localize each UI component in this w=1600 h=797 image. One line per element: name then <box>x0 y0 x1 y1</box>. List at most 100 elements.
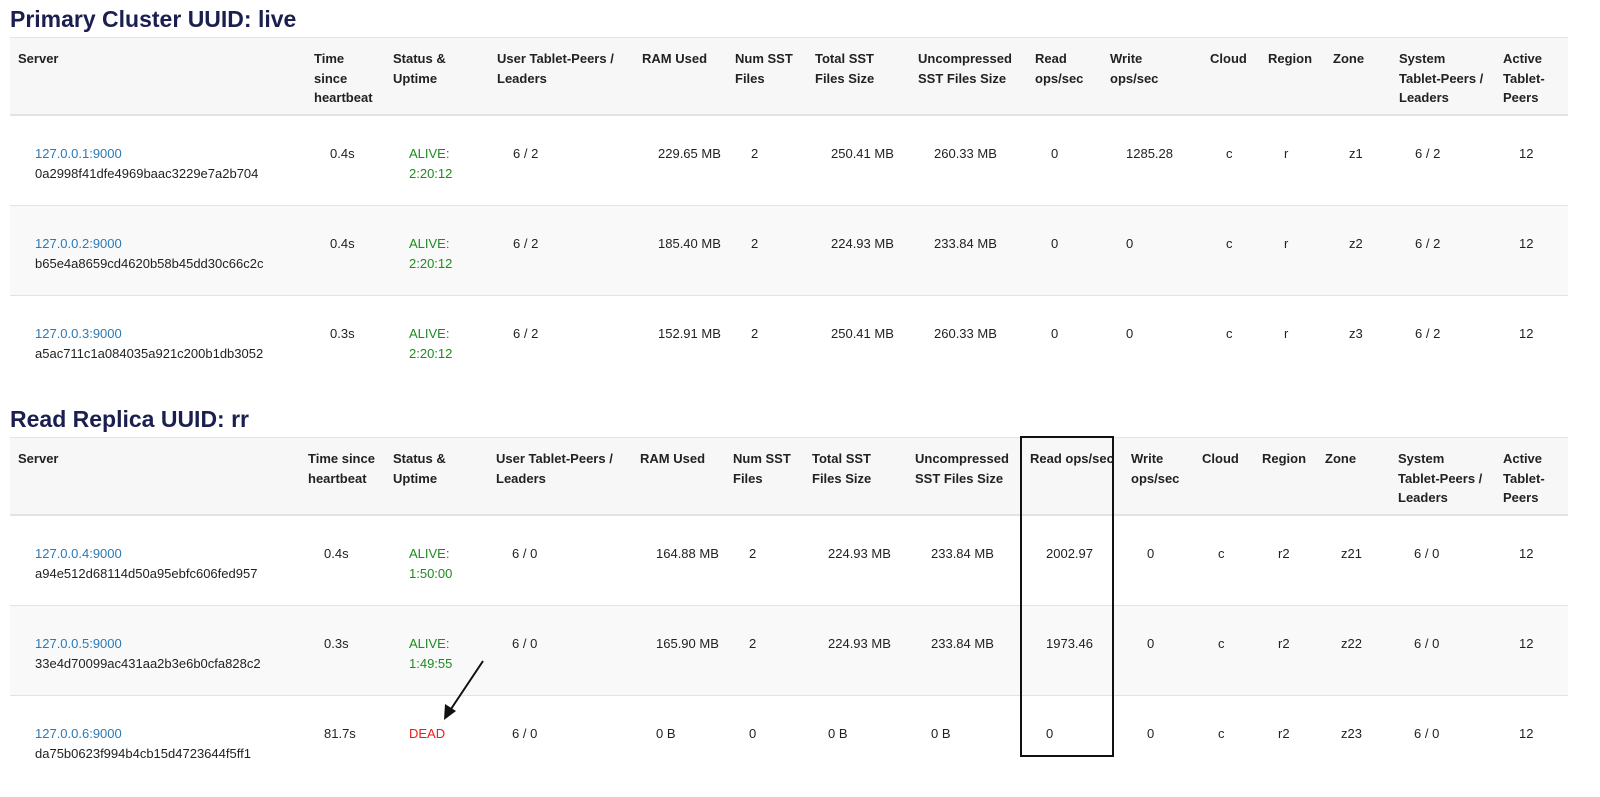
column-header[interactable]: Active Tablet-Peers <box>1495 37 1568 116</box>
server-cell: 127.0.0.2:9000 b65e4a8659cd4620b58b45dd30… <box>10 205 306 296</box>
server-cell: 127.0.0.5:9000 33e4d70099ac431aa2b3e6b0cf… <box>10 605 300 696</box>
column-header[interactable]: System Tablet-Peers / Leaders <box>1390 437 1495 516</box>
column-header[interactable]: Total SST Files Size <box>804 437 907 516</box>
column-header[interactable]: System Tablet-Peers / Leaders <box>1391 37 1495 116</box>
column-header[interactable]: Status & Uptime <box>385 37 489 116</box>
zone-cell: z21 <box>1317 514 1390 606</box>
status-text: ALIVE: <box>409 326 450 341</box>
column-header[interactable]: Zone <box>1317 437 1390 516</box>
column-header[interactable]: Region <box>1260 37 1325 116</box>
column-header[interactable]: Num SST Files <box>725 437 804 516</box>
status-cell: ALIVE: 1:50:00 <box>385 514 488 606</box>
server-cell: 127.0.0.1:9000 0a2998f41dfe4969baac3229e7… <box>10 114 306 206</box>
column-header[interactable]: Time since heartbeat <box>300 437 385 516</box>
column-header[interactable]: Uncompressed SST Files Size <box>907 437 1022 516</box>
status-text: ALIVE: <box>409 636 450 651</box>
system-cell: 6 / 0 <box>1390 605 1495 696</box>
column-header[interactable]: Num SST Files <box>727 37 807 116</box>
status-cell: ALIVE: 1:49:55 <box>385 605 488 696</box>
total-cell: 250.41 MB <box>807 295 910 385</box>
server-row: 127.0.0.3:9000 a5ac711c1a084035a921c200b1… <box>10 295 1568 385</box>
server-link[interactable]: 127.0.0.6:9000 <box>35 726 122 741</box>
sst-cell: 0 <box>725 695 804 785</box>
read-cell: 2002.97 <box>1022 514 1123 606</box>
server-link[interactable]: 127.0.0.1:9000 <box>35 146 122 161</box>
region-cell: r <box>1260 295 1325 385</box>
unc-cell: 233.84 MB <box>910 205 1027 296</box>
column-header[interactable]: Server <box>10 37 306 116</box>
server-row: 127.0.0.5:9000 33e4d70099ac431aa2b3e6b0cf… <box>10 605 1568 696</box>
status-cell: ALIVE: 2:20:12 <box>385 114 489 206</box>
region-cell: r <box>1260 205 1325 296</box>
zone-cell: z3 <box>1325 295 1391 385</box>
primary-cluster-table: Server Time since heartbeat Status & Uptim… <box>10 37 1568 385</box>
server-row: 127.0.0.1:9000 0a2998f41dfe4969baac3229e7… <box>10 114 1568 206</box>
write-cell: 0 <box>1102 295 1202 385</box>
active-cell: 12 <box>1495 695 1568 785</box>
column-header[interactable]: Server <box>10 437 300 516</box>
column-header[interactable]: Write ops/sec <box>1123 437 1194 516</box>
server-link[interactable]: 127.0.0.3:9000 <box>35 326 122 341</box>
column-header[interactable]: RAM Used <box>634 37 727 116</box>
column-header[interactable]: Read ops/sec <box>1027 37 1102 116</box>
column-header[interactable]: Active Tablet-Peers <box>1495 437 1568 516</box>
column-header[interactable]: Read ops/sec <box>1022 437 1123 516</box>
write-cell: 0 <box>1123 695 1194 785</box>
ram-cell: 229.65 MB <box>634 114 727 206</box>
region-cell: r <box>1260 114 1325 206</box>
column-header[interactable]: Region <box>1254 437 1317 516</box>
system-cell: 6 / 2 <box>1391 205 1495 296</box>
column-header[interactable]: Total SST Files Size <box>807 37 910 116</box>
column-header[interactable]: Time since heartbeat <box>306 37 385 116</box>
column-header[interactable]: Status & Uptime <box>385 437 488 516</box>
system-cell: 6 / 0 <box>1390 695 1495 785</box>
cloud-cell: c <box>1194 695 1254 785</box>
read-cell: 0 <box>1027 205 1102 296</box>
column-header[interactable]: Cloud <box>1202 37 1260 116</box>
status-cell: DEAD <box>385 695 488 785</box>
read-replica-table: Server Time since heartbeat Status & Uptim… <box>10 437 1568 785</box>
active-cell: 12 <box>1495 514 1568 606</box>
server-uuid: a94e512d68114d50a95ebfc606fed957 <box>35 565 258 581</box>
zone-cell: z1 <box>1325 114 1391 206</box>
column-header[interactable]: Zone <box>1325 37 1391 116</box>
ram-cell: 185.40 MB <box>634 205 727 296</box>
column-header[interactable]: Write ops/sec <box>1102 37 1202 116</box>
column-header[interactable]: Cloud <box>1194 437 1254 516</box>
server-row: 127.0.0.4:9000 a94e512d68114d50a95ebfc606… <box>10 514 1568 606</box>
server-uuid: a5ac711c1a084035a921c200b1db3052 <box>35 345 264 361</box>
ram-cell: 164.88 MB <box>632 514 725 606</box>
ram-cell: 152.91 MB <box>634 295 727 385</box>
status-text: ALIVE: <box>409 546 450 561</box>
ram-cell: 165.90 MB <box>632 605 725 696</box>
read-cell: 1973.46 <box>1022 605 1123 696</box>
zone-cell: z2 <box>1325 205 1391 296</box>
server-row: 127.0.0.2:9000 b65e4a8659cd4620b58b45dd30… <box>10 205 1568 296</box>
server-uuid: 0a2998f41dfe4969baac3229e7a2b704 <box>35 165 259 181</box>
read-cell: 0 <box>1027 114 1102 206</box>
system-cell: 6 / 2 <box>1391 114 1495 206</box>
column-header[interactable]: User Tablet-Peers / Leaders <box>489 37 634 116</box>
server-uuid: 33e4d70099ac431aa2b3e6b0cfa828c2 <box>35 655 261 671</box>
unc-cell: 260.33 MB <box>910 114 1027 206</box>
hb-cell: 0.3s <box>306 295 385 385</box>
server-row: 127.0.0.6:9000 da75b0623f994b4cb15d472364… <box>10 695 1568 785</box>
region-cell: r2 <box>1254 605 1317 696</box>
write-cell: 0 <box>1123 514 1194 606</box>
column-header[interactable]: RAM Used <box>632 437 725 516</box>
column-header[interactable]: Uncompressed SST Files Size <box>910 37 1027 116</box>
server-link[interactable]: 127.0.0.2:9000 <box>35 236 122 251</box>
region-cell: r2 <box>1254 695 1317 785</box>
server-link[interactable]: 127.0.0.5:9000 <box>35 636 122 651</box>
active-cell: 12 <box>1495 114 1568 206</box>
server-cell: 127.0.0.4:9000 a94e512d68114d50a95ebfc606… <box>10 514 300 606</box>
hb-cell: 0.4s <box>306 205 385 296</box>
status-text: ALIVE: <box>409 236 450 251</box>
unc-cell: 260.33 MB <box>910 295 1027 385</box>
header-row: Server Time since heartbeat Status & Uptim… <box>10 37 1568 116</box>
column-header[interactable]: User Tablet-Peers / Leaders <box>488 437 632 516</box>
server-link[interactable]: 127.0.0.4:9000 <box>35 546 122 561</box>
sst-cell: 2 <box>727 205 807 296</box>
ram-cell: 0 B <box>632 695 725 785</box>
